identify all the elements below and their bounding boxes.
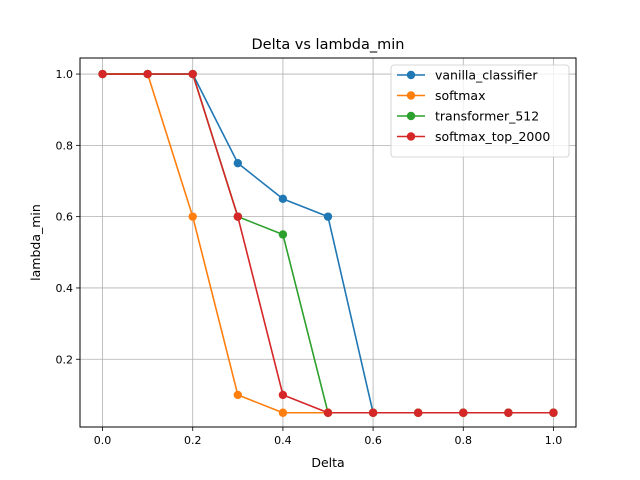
legend-label: softmax_top_2000 (435, 129, 550, 144)
data-point (188, 69, 197, 79)
y-axis-label: lambda_min (28, 204, 43, 281)
x-tick-label: 0.2 (184, 434, 202, 447)
x-tick-label: 0.6 (364, 434, 382, 447)
series-group (98, 69, 558, 417)
legend-entry: softmax_top_2000 (397, 129, 550, 144)
chart-title: Delta vs lambda_min (252, 37, 405, 53)
legend-label: transformer_512 (435, 109, 539, 124)
data-point (504, 408, 513, 417)
data-point (278, 194, 288, 204)
legend-entry: transformer_512 (397, 109, 539, 124)
y-tick-label: 0.4 (56, 282, 74, 295)
legend-swatch-marker (406, 132, 416, 141)
data-point (413, 408, 423, 417)
data-point (98, 69, 107, 79)
x-tick-label: 1.0 (545, 434, 563, 447)
data-point (188, 212, 197, 221)
data-point (549, 408, 558, 417)
y-tick-label: 0.8 (56, 139, 74, 152)
legend-swatch-marker (406, 91, 416, 100)
data-point (143, 69, 152, 79)
data-point (459, 408, 468, 417)
y-tick-label: 0.6 (56, 211, 74, 224)
data-point (233, 390, 243, 400)
axis-ticks: 0.0 0.2 0.4 0.6 0.8 1.0 0.2 0.4 0.6 0.8 1.0 (56, 68, 563, 447)
x-tick-label: 0.0 (94, 434, 112, 447)
x-tick-label: 0.8 (455, 434, 473, 447)
legend-label: vanilla_classifier (435, 68, 538, 83)
legend-entry: softmax (397, 88, 485, 103)
legend-label: softmax (435, 88, 485, 103)
y-tick-label: 1.0 (56, 68, 74, 81)
data-point (323, 408, 333, 417)
data-point (278, 390, 288, 400)
data-point (233, 212, 243, 221)
legend-box (390, 64, 570, 158)
x-axis-label: Delta (311, 455, 344, 470)
series-softmax_top_2000 (98, 69, 558, 417)
legend-swatch-marker (406, 70, 416, 80)
legend-swatch-marker (406, 111, 416, 121)
legend-entry: vanilla_classifier (397, 68, 538, 83)
data-point (278, 408, 288, 417)
data-point (368, 408, 378, 417)
plot-frame (79, 57, 577, 428)
data-point (278, 230, 288, 239)
data-point (233, 158, 243, 168)
x-tick-label: 0.4 (274, 434, 292, 447)
data-point (323, 212, 333, 221)
y-tick-label: 0.2 (56, 353, 74, 366)
